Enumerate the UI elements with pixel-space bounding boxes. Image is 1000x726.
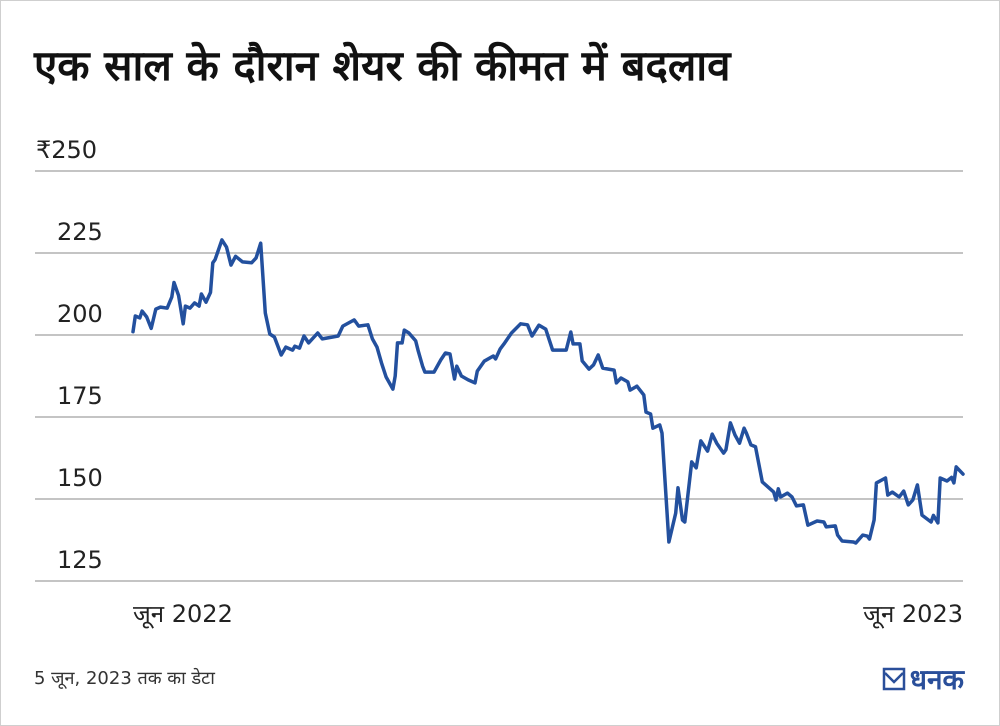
y-axis-ticks: ₹250 225 200 175 150 125 — [36, 136, 103, 574]
chart-title: एक साल के दौरान शेयर की कीमत में बदलाव — [34, 41, 731, 90]
y-tick-label: ₹250 — [36, 136, 97, 164]
x-axis-ticks: जून 2022 जून 2023 — [133, 600, 963, 629]
dhanak-logo: धनक — [882, 660, 964, 698]
logo-text: धनक — [909, 663, 964, 696]
data-date-note: 5 जून, 2023 तक का डेटा — [34, 668, 215, 689]
price-series-line — [131, 238, 965, 545]
gridlines — [35, 170, 963, 582]
y-tick-label: 225 — [57, 218, 103, 246]
y-tick-label: 150 — [57, 464, 103, 492]
x-tick-label: जून 2022 — [133, 600, 233, 629]
y-tick-label: 125 — [57, 546, 103, 574]
checkbox-logo-icon — [882, 667, 905, 691]
y-tick-label: 200 — [57, 300, 103, 328]
x-tick-label: जून 2023 — [863, 600, 963, 629]
y-tick-label: 175 — [57, 382, 103, 410]
